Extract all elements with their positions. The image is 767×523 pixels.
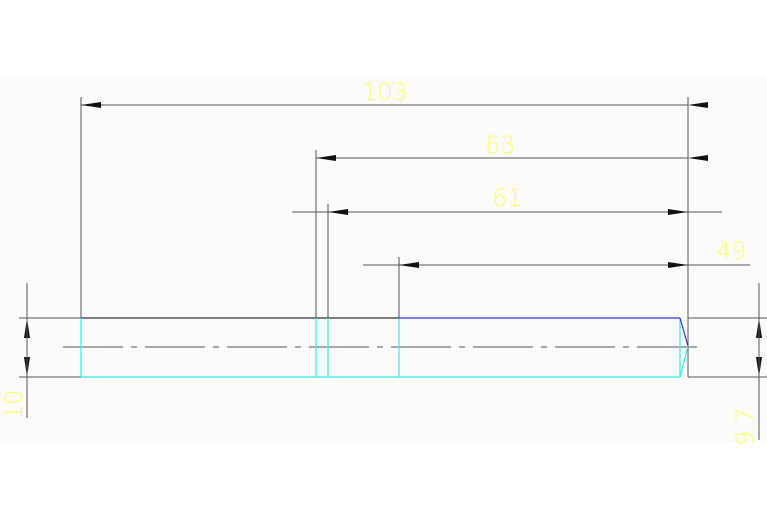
dim-61-label: 61: [492, 184, 523, 212]
dim-10-label: 10: [0, 389, 28, 420]
shaft-part: [80, 317, 689, 378]
dim-49-label: 49: [716, 237, 747, 265]
dim-9-7-label: 9.7: [731, 408, 759, 446]
dim-103-label: 103: [362, 78, 408, 106]
dimension-lines: [24, 102, 762, 440]
dim-63-label: 63: [485, 131, 516, 159]
drawing-area: [0, 78, 767, 442]
